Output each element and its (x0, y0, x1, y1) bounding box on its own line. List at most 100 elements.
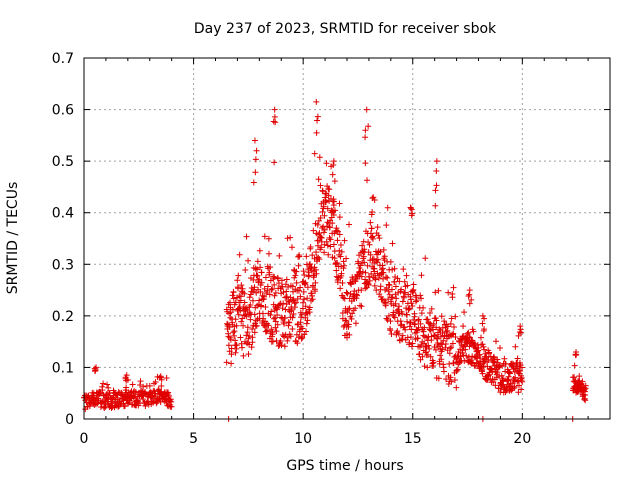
data-point (457, 346, 464, 353)
data-point (453, 384, 460, 391)
data-point (91, 368, 98, 375)
data-point (241, 299, 248, 306)
data-point (158, 376, 165, 383)
data-point (359, 268, 366, 275)
axis-ticks: 0 0.1 0.2 0.3 0.4 0.5 0.6 0.7 0 5 10 15 20 (52, 51, 610, 447)
data-point (363, 177, 370, 184)
data-point (299, 334, 306, 341)
data-point (411, 313, 418, 320)
data-point (410, 281, 417, 288)
y-tick-label: 0.2 (52, 309, 74, 325)
data-point (396, 303, 403, 310)
data-point (281, 320, 288, 327)
data-point (387, 318, 394, 325)
data-point (251, 137, 258, 144)
data-point (262, 274, 269, 281)
data-point (413, 297, 420, 304)
data-point (462, 346, 469, 353)
data-point (475, 344, 482, 351)
data-point (334, 237, 341, 244)
data-point (450, 323, 457, 330)
data-point (287, 234, 294, 241)
data-point (275, 275, 282, 282)
data-point (369, 195, 376, 202)
data-point (254, 272, 261, 279)
data-point (122, 375, 129, 382)
data-point (345, 321, 352, 328)
data-point (293, 268, 300, 275)
data-point (249, 326, 256, 333)
data-point (340, 294, 347, 301)
data-point (105, 384, 112, 391)
data-point (432, 289, 439, 296)
data-point (383, 222, 390, 229)
data-point (407, 293, 414, 300)
data-point (407, 296, 414, 303)
data-point (261, 233, 268, 240)
data-point (265, 250, 272, 257)
data-point (426, 309, 433, 316)
data-point (268, 326, 275, 333)
data-point (414, 327, 421, 334)
data-point (493, 338, 499, 345)
data-point (312, 266, 319, 273)
data-point (284, 337, 291, 344)
data-point (415, 316, 422, 323)
y-tick-label: 0.6 (52, 103, 74, 119)
data-point (348, 298, 355, 305)
y-tick-label: 0.7 (52, 51, 74, 67)
data-point (494, 356, 501, 363)
data-point (238, 318, 245, 325)
data-point (311, 150, 318, 157)
data-point (304, 295, 311, 302)
data-point (357, 302, 364, 309)
data-point (316, 154, 323, 161)
data-point (314, 117, 321, 124)
x-axis-label: GPS time / hours (286, 458, 403, 474)
data-point (366, 241, 373, 248)
data-point (250, 276, 257, 283)
data-point (408, 300, 415, 307)
data-point (515, 332, 522, 339)
data-point (269, 331, 276, 338)
data-point (312, 288, 319, 295)
data-point (99, 387, 106, 394)
data-point (317, 233, 324, 240)
data-points (81, 98, 589, 422)
data-point (104, 381, 111, 388)
data-point (321, 226, 328, 233)
data-point (409, 303, 416, 310)
data-point (512, 374, 519, 381)
data-point (471, 340, 478, 347)
data-point (301, 296, 308, 303)
data-point (571, 374, 578, 381)
data-point (391, 278, 398, 285)
data-point (511, 383, 518, 390)
data-point (352, 305, 359, 312)
data-point (249, 297, 256, 304)
data-point (323, 198, 330, 205)
data-point (421, 340, 428, 347)
data-point (463, 352, 470, 359)
data-point (304, 284, 311, 291)
data-point (393, 295, 400, 302)
data-point (362, 160, 369, 167)
data-point (389, 294, 396, 301)
data-point (372, 276, 379, 283)
data-point (313, 98, 320, 105)
data-point (418, 295, 425, 302)
y-axis-label: SRMTID / TECUs (5, 182, 21, 295)
data-point (479, 320, 486, 327)
data-point (343, 255, 350, 262)
data-point (368, 234, 375, 241)
data-point (165, 389, 172, 396)
data-point (381, 253, 388, 260)
data-point (270, 118, 277, 125)
data-point (365, 123, 372, 130)
data-point (447, 374, 454, 381)
data-point (516, 328, 523, 335)
data-point (422, 255, 429, 262)
data-point (330, 162, 337, 169)
data-point (387, 327, 394, 334)
